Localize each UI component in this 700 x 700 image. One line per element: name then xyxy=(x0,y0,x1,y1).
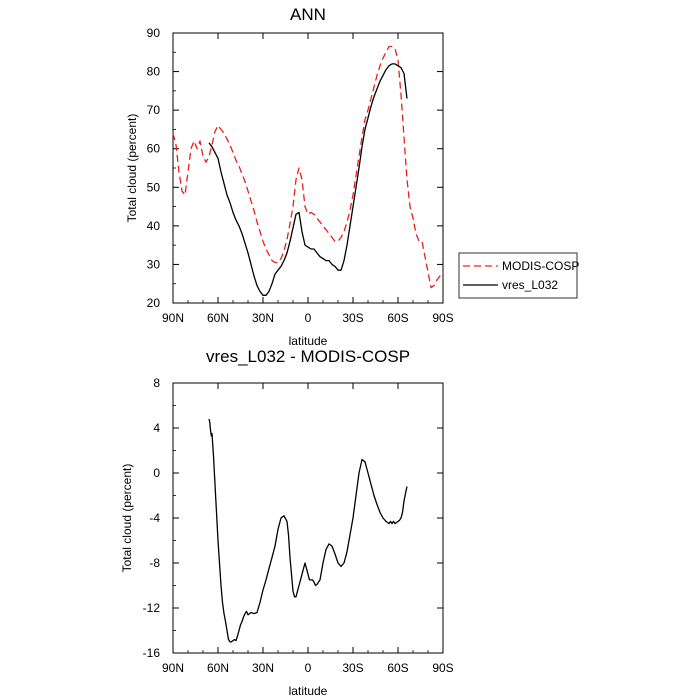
x-tick-label: 30S xyxy=(342,661,363,675)
x-tick-label: 0 xyxy=(305,311,312,325)
x-axis: 90N 60N 30N 0 30S 60S 90S xyxy=(162,33,454,325)
legend-label-modis-cosp: MODIS-COSP xyxy=(502,259,579,273)
y-tick-label: -8 xyxy=(149,556,160,570)
y-axis-label: Total cloud (percent) xyxy=(125,114,139,223)
y-axis: -16 -12 -8 -4 0 4 8 xyxy=(143,376,443,660)
y-tick-label: -12 xyxy=(143,601,161,615)
chart-panel-mean-cloud: ANN 90N 60N 30N 0 30S 60S 90S 2030405060708090… xyxy=(125,5,454,348)
series-line-difference xyxy=(208,418,408,643)
y-tick-label: 50 xyxy=(147,180,161,194)
y-tick-label: 80 xyxy=(147,65,161,79)
y-tick-label: 40 xyxy=(147,219,161,233)
legend-label-vres-l032: vres_L032 xyxy=(502,278,558,292)
x-tick-label: 90S xyxy=(432,661,453,675)
y-tick-label: -4 xyxy=(149,511,160,525)
x-axis-label: latitude xyxy=(289,684,328,698)
y-axis: 20 30 40 50 60 70 80 90 xyxy=(147,26,443,310)
y-tick-label: 70 xyxy=(147,103,161,117)
y-tick-label: 90 xyxy=(147,26,161,40)
x-tick-label: 90S xyxy=(432,311,453,325)
legend: MODIS-COSP vres_L032 xyxy=(458,252,579,299)
x-tick-label: 30S xyxy=(342,311,363,325)
y-tick-label: -16 xyxy=(143,646,161,660)
chart-title: ANN xyxy=(290,5,326,24)
chart-title: vres_L032 - MODIS-COSP xyxy=(206,347,410,366)
y-tick-label: 60 xyxy=(147,142,161,156)
x-tick-label: 60S xyxy=(387,311,408,325)
x-tick-label: 30N xyxy=(252,311,274,325)
x-axis-label: latitude xyxy=(289,334,328,348)
series-lines xyxy=(208,418,408,643)
x-tick-label: 30N xyxy=(252,661,274,675)
y-tick-label: 0 xyxy=(153,466,160,480)
x-tick-label: 90N xyxy=(162,311,184,325)
x-axis: 90N 60N 30N 0 30S 60S 90S xyxy=(162,383,454,675)
chart-panel-difference: vres_L032 - MODIS-COSP 90N 60N 30N 0 30S 60S 9… xyxy=(120,347,454,698)
x-tick-label: 60N xyxy=(207,661,229,675)
y-tick-label: 20 xyxy=(147,296,161,310)
legend-box xyxy=(458,252,578,299)
x-tick-label: 90N xyxy=(162,661,184,675)
y-tick-label: 8 xyxy=(153,376,160,390)
series-line-vres-l032 xyxy=(208,63,408,296)
series-lines xyxy=(172,45,444,296)
x-tick-label: 60S xyxy=(387,661,408,675)
y-tick-label: 4 xyxy=(153,421,160,435)
y-axis-label: Total cloud (percent) xyxy=(120,464,134,573)
x-tick-label: 60N xyxy=(207,311,229,325)
plot-frame xyxy=(172,382,444,654)
y-tick-label: 30 xyxy=(147,257,161,271)
series-line-modis-cosp xyxy=(172,45,444,289)
plot-frame xyxy=(172,32,444,304)
x-tick-label: 0 xyxy=(305,661,312,675)
